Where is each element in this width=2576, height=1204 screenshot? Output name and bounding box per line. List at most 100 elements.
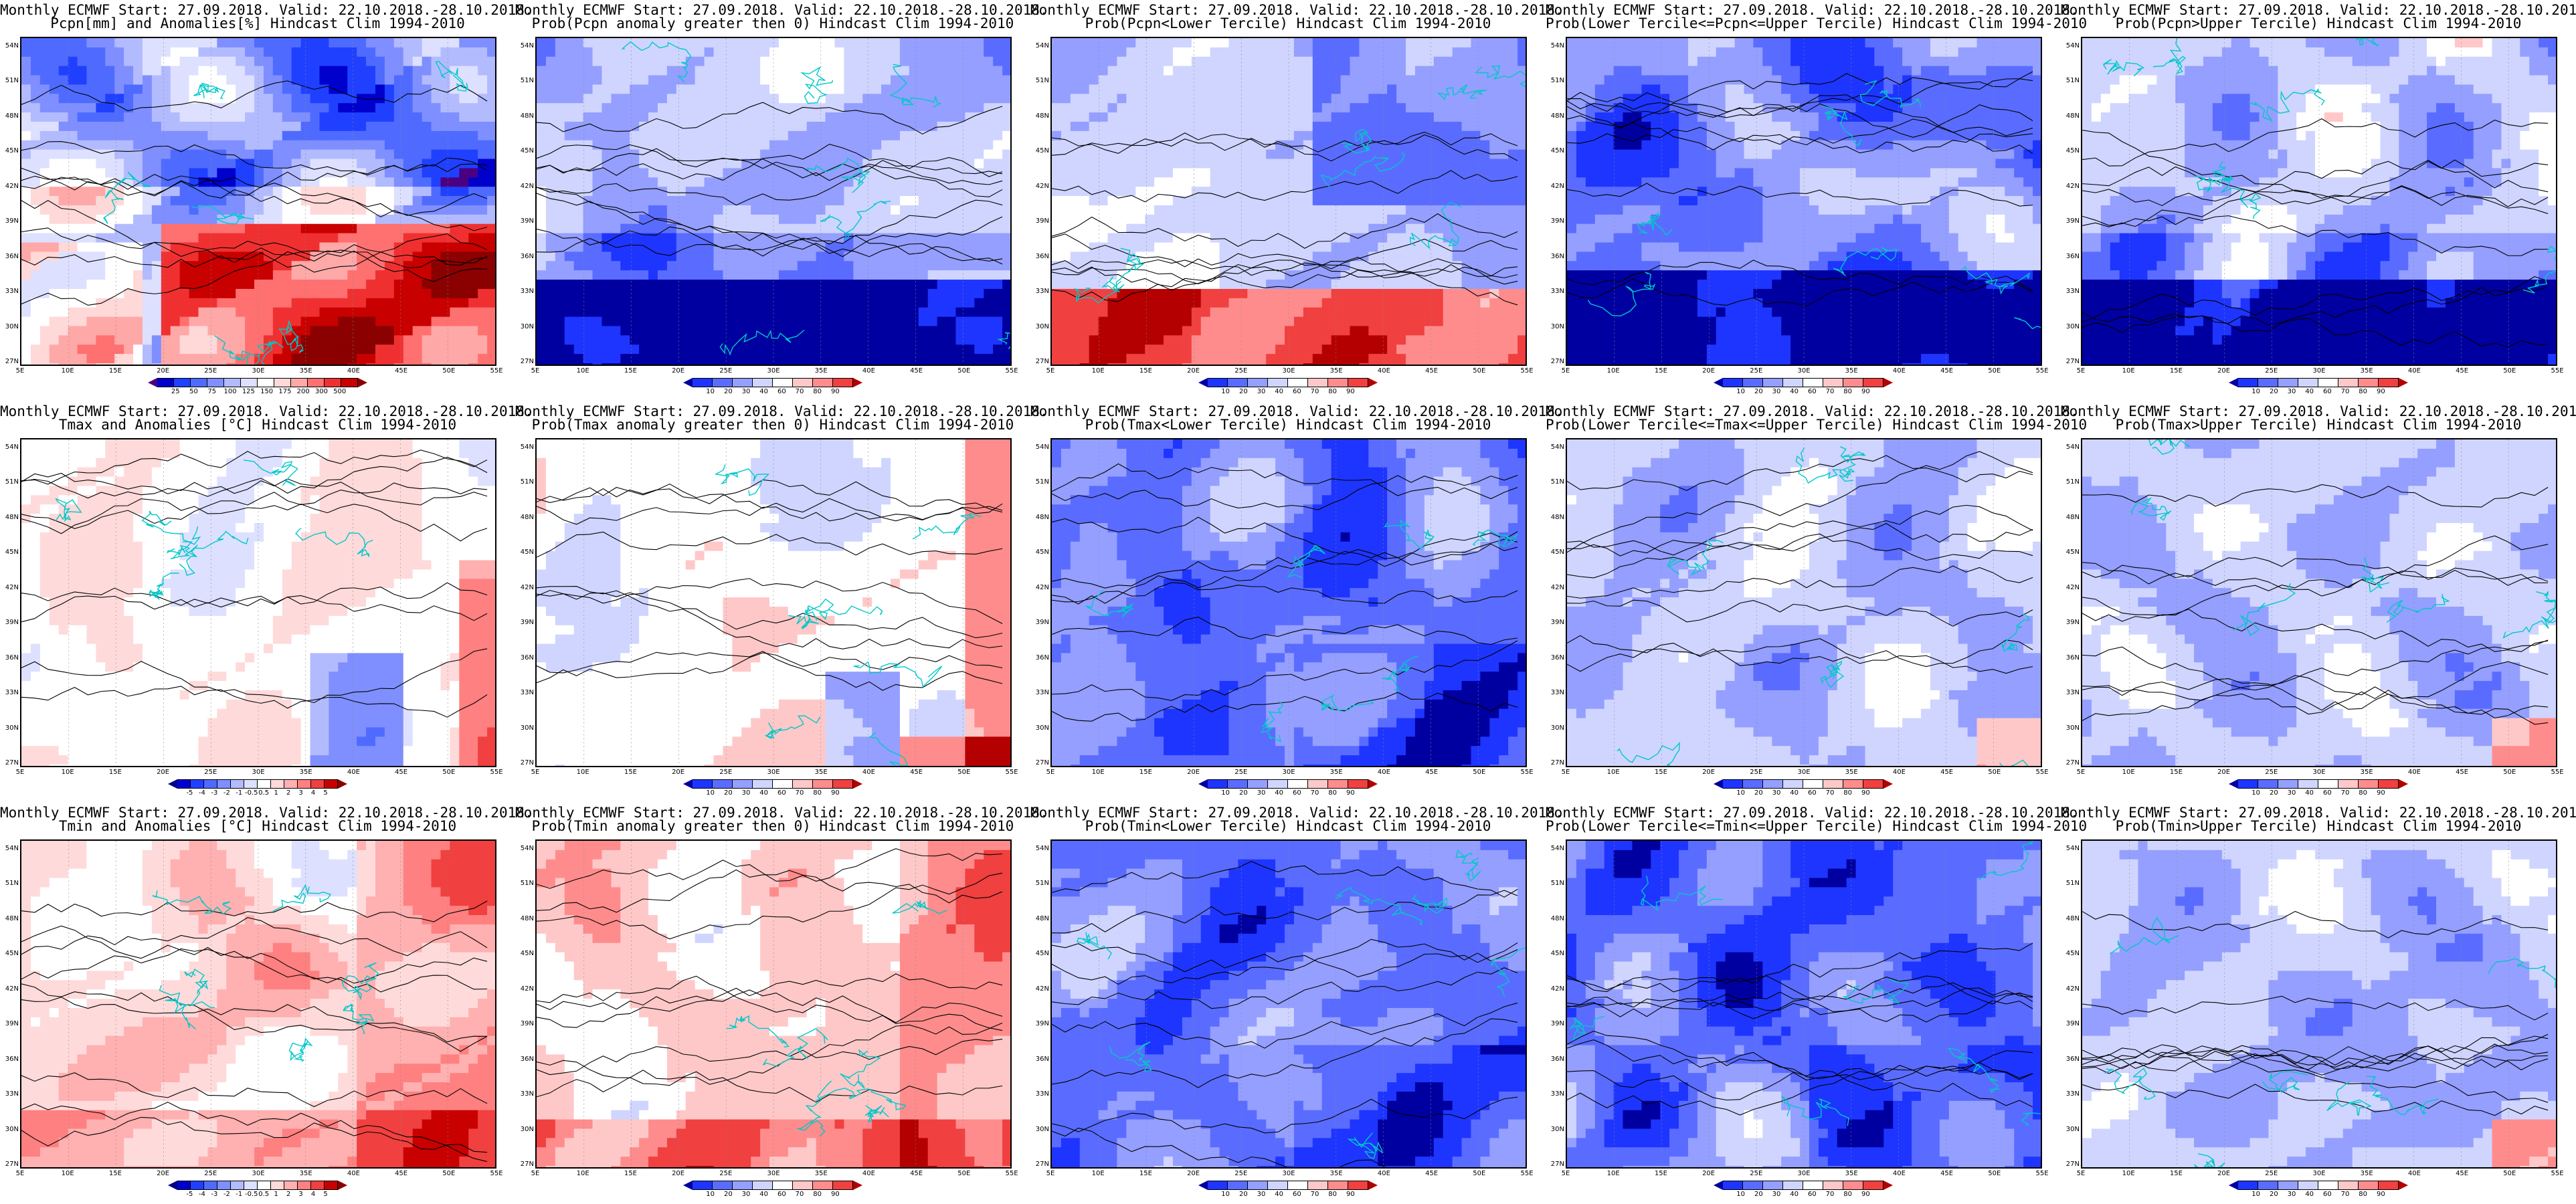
map-cell — [124, 288, 134, 299]
map-cell — [974, 354, 984, 364]
map-cell — [1089, 112, 1099, 122]
map-cell — [1210, 168, 1220, 178]
map-cell — [1154, 56, 1164, 67]
map-cell — [1238, 140, 1248, 150]
map-cell — [114, 38, 124, 48]
map-cell — [564, 130, 575, 141]
map-cell — [862, 84, 872, 94]
map-cell — [834, 316, 845, 327]
map-cell — [834, 177, 845, 187]
map-cell — [310, 112, 320, 122]
map-cell — [198, 112, 209, 122]
map-cell — [161, 66, 171, 76]
map-cell — [96, 261, 106, 271]
map-cell — [545, 344, 556, 355]
map-cell — [1164, 233, 1174, 243]
map-cell — [272, 270, 283, 280]
map-cell — [114, 344, 124, 355]
map-cell — [478, 214, 488, 225]
map-cell — [1303, 47, 1313, 58]
color-scale-label: 30 — [736, 388, 756, 395]
map-cell — [881, 205, 891, 215]
map-cell — [189, 354, 199, 364]
contour-line — [537, 193, 1003, 262]
map-cell — [114, 316, 124, 327]
coastline — [241, 339, 284, 365]
map-cell — [282, 112, 292, 122]
map-cell — [217, 38, 227, 48]
map-cell — [1396, 56, 1406, 67]
map-cell — [909, 344, 919, 355]
map-cell — [704, 130, 715, 141]
contour-line — [21, 167, 488, 231]
map-cell — [937, 298, 947, 308]
map-cell — [1275, 223, 1285, 234]
map-cell — [1126, 149, 1136, 160]
map-cell — [1135, 242, 1145, 252]
map-cell — [68, 214, 78, 225]
map-cell — [778, 47, 789, 58]
map-cell — [685, 344, 696, 355]
map-cell — [1443, 149, 1453, 160]
map-cell — [1275, 56, 1285, 67]
map-cell — [393, 103, 404, 113]
map-cell — [1368, 223, 1378, 234]
map-cell — [1002, 242, 1010, 252]
map-cell — [630, 56, 640, 67]
map-cell — [282, 196, 292, 206]
map-cell — [760, 335, 770, 345]
map-cell — [1200, 196, 1211, 206]
map-cell — [375, 233, 385, 243]
map-cell — [393, 56, 404, 67]
map-cell — [142, 354, 153, 364]
map-cell — [1117, 168, 1127, 178]
map-cell — [732, 326, 742, 336]
map-cell — [630, 66, 640, 76]
map-cell — [844, 363, 854, 365]
map-cell — [431, 47, 442, 58]
map-cell — [1126, 103, 1136, 113]
map-cell — [338, 288, 348, 299]
map-cell — [114, 130, 124, 141]
map-cell — [357, 75, 367, 86]
map-cell — [58, 205, 69, 215]
map-cell — [39, 75, 50, 86]
map-cell — [124, 130, 134, 141]
map-cell — [384, 288, 395, 299]
map-cell — [704, 280, 715, 290]
map-cell — [862, 214, 872, 225]
map-cell — [965, 168, 975, 178]
map-cell — [366, 363, 376, 365]
map-cell — [338, 94, 348, 104]
map-cell — [639, 205, 649, 215]
map-cell — [537, 242, 547, 252]
map-cell — [30, 298, 41, 308]
map-cell — [431, 298, 442, 308]
map-cell — [300, 214, 311, 225]
map-cell — [564, 84, 575, 94]
map-cell — [310, 280, 320, 290]
map-cell — [217, 261, 227, 271]
map-cell — [68, 307, 78, 318]
map-cell — [21, 38, 31, 48]
color-scale-label: 90 — [825, 388, 845, 395]
coastline — [621, 41, 692, 83]
map-cell — [927, 75, 938, 86]
map-cell — [1340, 242, 1351, 252]
map-cell — [422, 75, 432, 86]
map-cell — [291, 66, 302, 76]
map-cell — [937, 261, 947, 271]
map-cell — [666, 270, 677, 280]
map-cell — [1312, 103, 1323, 113]
map-cell — [393, 316, 404, 327]
map-cell — [1517, 242, 1526, 252]
map-cell — [1499, 187, 1509, 197]
map-cell — [384, 56, 395, 67]
map-cell — [478, 121, 488, 132]
map-cell — [955, 66, 965, 76]
map-cell — [198, 47, 209, 58]
map-cell — [1312, 242, 1323, 252]
map-cell — [300, 363, 311, 365]
map-cell — [77, 94, 88, 104]
map-cell — [1089, 130, 1099, 141]
